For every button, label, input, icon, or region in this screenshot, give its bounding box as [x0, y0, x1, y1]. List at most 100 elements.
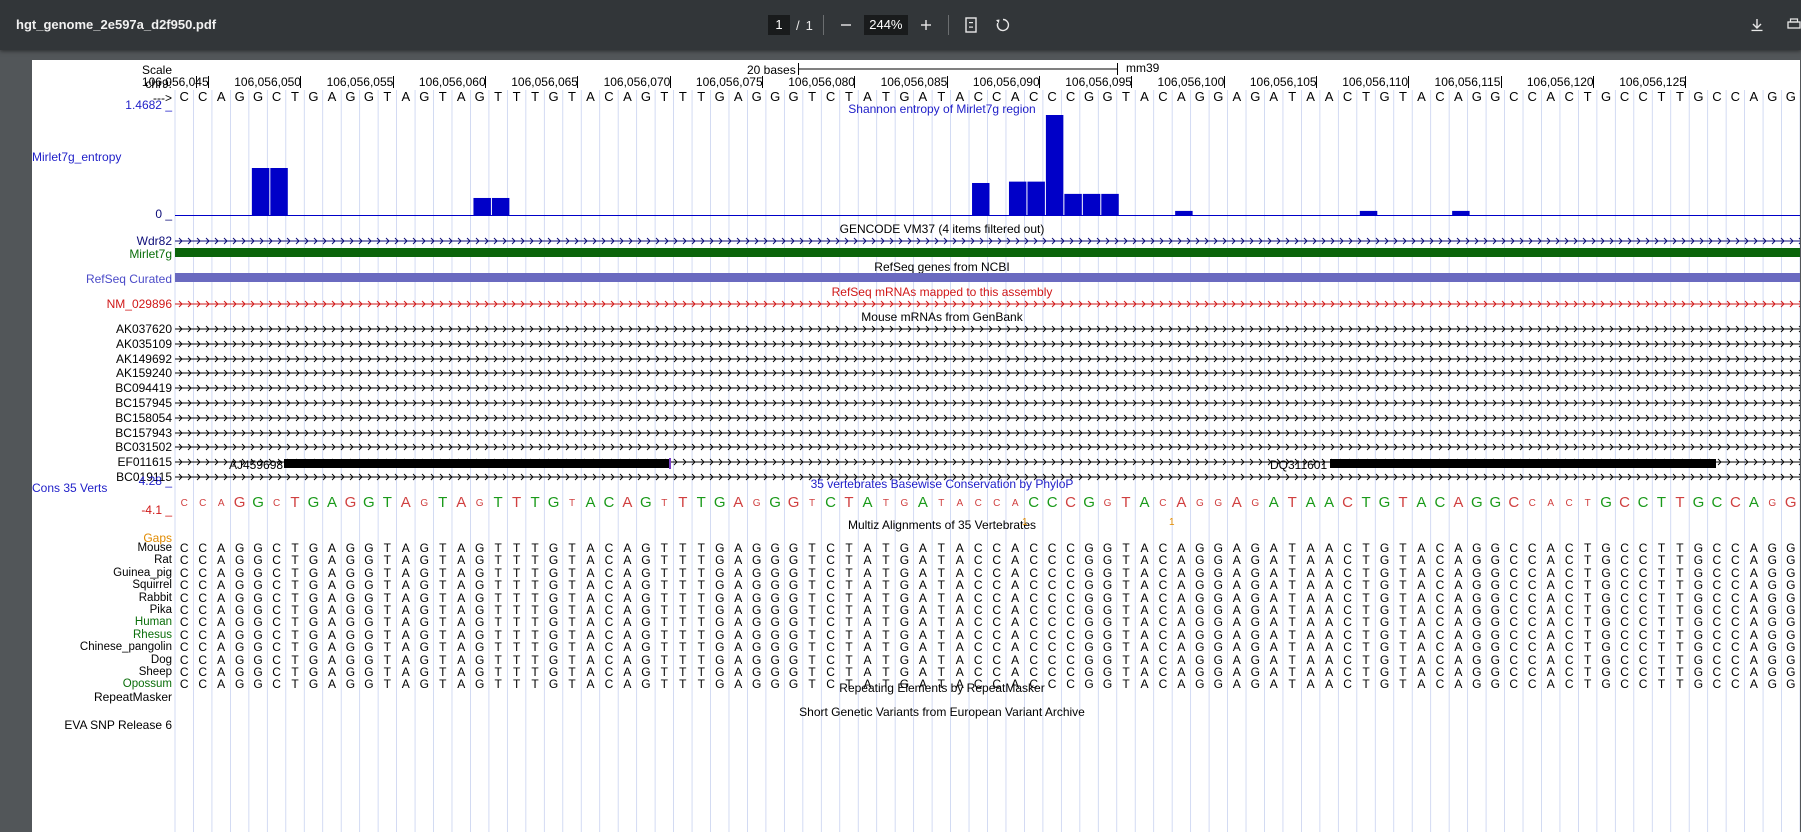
mrna-label-aj459698[interactable]: AJ459698	[229, 458, 284, 472]
strand-arrow	[907, 355, 912, 362]
position-tick	[207, 76, 209, 88]
strand-arrow	[1033, 429, 1038, 436]
mrna-label[interactable]: AK159240	[115, 366, 172, 381]
species-label[interactable]: Rat	[154, 554, 172, 567]
species-label[interactable]: Guinea_pig	[113, 566, 172, 579]
strand-arrow	[628, 237, 633, 245]
strand-arrow	[304, 384, 309, 392]
strand-arrow	[1177, 300, 1182, 308]
strand-arrow	[1132, 325, 1137, 333]
strand-arrow	[1258, 384, 1263, 392]
mrna-feature[interactable]	[175, 324, 1800, 334]
cons-track-label[interactable]: Cons 35 Verts	[32, 481, 108, 495]
mrna-label[interactable]: AK035109	[115, 336, 172, 351]
mrna-feature[interactable]	[175, 383, 1800, 393]
mouse-mrna-title: Mouse mRNAs from GenBank	[861, 310, 1023, 324]
strand-arrow	[1186, 325, 1191, 333]
mrna-label[interactable]: AK149692	[115, 351, 172, 366]
species-label[interactable]: Rhesus	[133, 628, 172, 641]
strand-arrow	[934, 237, 939, 245]
eva-label[interactable]: EVA SNP Release 6	[64, 718, 172, 732]
mrna-label[interactable]: BC158054	[115, 410, 172, 425]
species-label[interactable]: Human	[134, 616, 172, 629]
strand-arrow	[511, 444, 516, 451]
entropy-track-label[interactable]: Mirlet7g_entropy	[32, 150, 122, 164]
refseq-curated-label[interactable]: RefSeq Curated	[85, 272, 172, 286]
page-number-input[interactable]: 1	[768, 15, 790, 35]
strand-arrow	[1735, 355, 1740, 362]
mrna-feature[interactable]	[175, 413, 1800, 423]
repeatmasker-label[interactable]: RepeatMasker	[93, 690, 172, 704]
mrna-label[interactable]: EF011615	[117, 455, 173, 470]
strand-arrow	[1609, 370, 1614, 377]
strand-arrow	[1105, 355, 1110, 362]
gene-label-mirlet7g[interactable]: Mirlet7g	[129, 247, 172, 261]
zoom-level-input[interactable]: 244%	[863, 15, 908, 35]
gene-mirlet7g[interactable]	[175, 248, 1800, 257]
species-label[interactable]: Squirrel	[132, 579, 172, 592]
refseq-mrna-feature[interactable]	[175, 298, 1800, 310]
print-icon[interactable]	[1787, 14, 1801, 36]
conservation-base: T	[493, 494, 503, 511]
species-base: T	[660, 677, 669, 692]
strand-arrow	[619, 370, 624, 377]
strand-arrow	[601, 444, 606, 451]
species-label[interactable]: Sheep	[138, 666, 172, 678]
strand-arrow	[412, 414, 417, 422]
mrna-feature[interactable]	[175, 442, 1800, 452]
gene-wdr82[interactable]	[175, 235, 1800, 247]
mrna-label[interactable]: BC031502	[115, 440, 172, 455]
download-icon[interactable]	[1745, 14, 1769, 36]
species-label[interactable]: Opossum	[122, 678, 172, 691]
rotate-icon[interactable]	[991, 14, 1015, 36]
mrna-label[interactable]: BC094419	[115, 381, 172, 396]
strand-arrow	[1501, 414, 1506, 422]
refseq-curated-bar[interactable]	[175, 273, 1800, 282]
strand-arrow	[592, 414, 597, 422]
mrna-label-dq311601[interactable]: DQ311601	[1270, 458, 1328, 472]
strand-arrow	[709, 355, 714, 362]
strand-arrow	[304, 399, 309, 407]
strand-arrow	[205, 340, 210, 348]
mrna-label[interactable]: AK037620	[115, 322, 172, 336]
strand-arrow	[727, 414, 732, 422]
strand-arrow	[1348, 384, 1353, 392]
mrna-feature[interactable]	[175, 354, 1800, 364]
strand-arrow	[502, 429, 507, 436]
species-label[interactable]: Rabbit	[138, 591, 172, 604]
strand-arrow	[925, 340, 930, 348]
mrna-feature[interactable]	[175, 398, 1800, 408]
fit-page-icon[interactable]	[959, 14, 983, 36]
strand-arrow	[574, 429, 579, 436]
mrna-aj459698-bar[interactable]	[284, 459, 669, 468]
strand-arrow	[655, 444, 660, 451]
strand-arrow	[412, 370, 417, 377]
strand-arrow	[835, 237, 840, 245]
gene-label-wdr82[interactable]: Wdr82	[136, 234, 172, 248]
species-base: G	[1379, 677, 1390, 692]
strand-arrow	[1555, 414, 1560, 422]
strand-arrow	[1717, 384, 1722, 392]
mrna-feature[interactable]	[175, 339, 1800, 349]
strand-arrow	[1681, 444, 1686, 451]
strand-arrow	[1519, 325, 1524, 333]
mrna-label[interactable]: BC157945	[115, 396, 172, 410]
mrna-feature[interactable]	[175, 368, 1800, 378]
sequence-base: A	[1306, 89, 1315, 104]
mrna-label[interactable]: BC157943	[115, 425, 172, 440]
mrna-dq311601-bar[interactable]	[1330, 459, 1716, 468]
refseq-mrna-label[interactable]: NM_029896	[106, 297, 172, 311]
strand-arrow	[961, 340, 966, 348]
species-label[interactable]: Dog	[150, 653, 172, 666]
species-label[interactable]: Mouse	[137, 542, 172, 554]
strand-arrow	[1339, 340, 1344, 348]
strand-arrow	[700, 458, 705, 466]
plus-icon[interactable]	[914, 14, 938, 36]
sequence-base: T	[678, 89, 687, 104]
species-label[interactable]: Pika	[149, 604, 172, 616]
minus-icon[interactable]	[834, 14, 858, 36]
strand-arrow	[232, 340, 237, 348]
species-label[interactable]: Chinese_pangolin	[79, 641, 172, 654]
mrna-feature[interactable]	[175, 428, 1800, 438]
strand-arrow	[1330, 384, 1335, 392]
